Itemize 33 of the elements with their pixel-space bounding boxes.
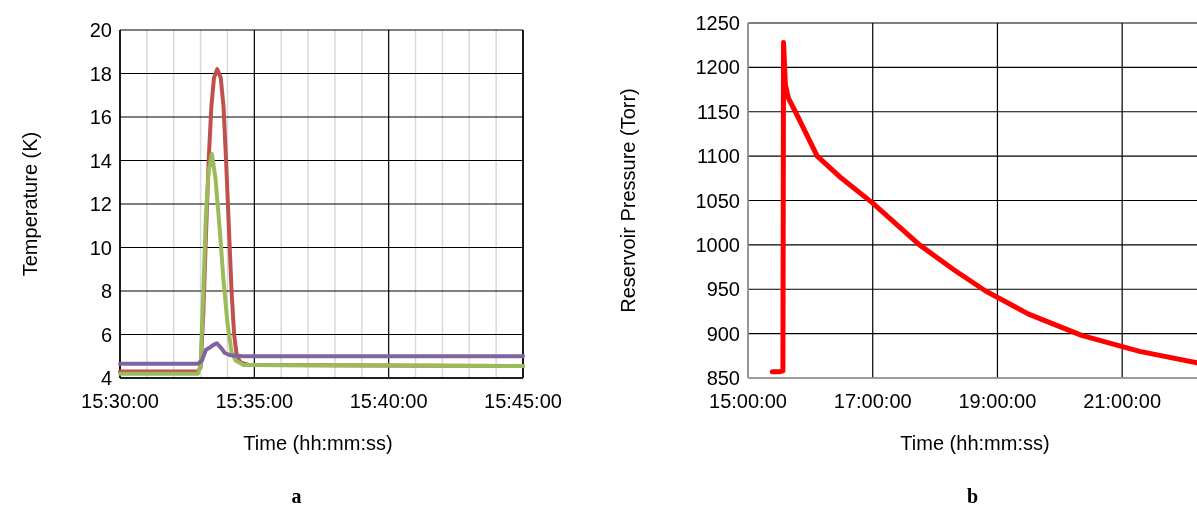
x-tick-label: 15:45:00 bbox=[484, 390, 562, 412]
y-tick-label: 900 bbox=[706, 322, 740, 345]
x-tick-label: 15:30:00 bbox=[81, 390, 159, 412]
y-tick-label: 850 bbox=[706, 367, 740, 389]
y-tick-label: 1100 bbox=[696, 145, 740, 168]
x-axis-title: Time (hh:mm:ss) bbox=[900, 432, 1050, 454]
y-tick-label: 1050 bbox=[695, 189, 740, 212]
y-tick-label: 1200 bbox=[695, 56, 740, 79]
y-tick-label: 16 bbox=[89, 106, 112, 128]
y-tick-label: 20 bbox=[89, 19, 112, 41]
y-tick-label: 6 bbox=[100, 323, 112, 346]
x-axis-title: Time (hh:mm:ss) bbox=[243, 432, 393, 454]
x-tick-label: 21:00:00 bbox=[1083, 390, 1162, 412]
y-tick-label: 950 bbox=[706, 278, 740, 301]
y-tick-label: 10 bbox=[89, 236, 112, 259]
y-tick-label: 8 bbox=[100, 280, 112, 302]
x-tick-label: 15:40:00 bbox=[349, 390, 428, 412]
x-tick-label: 15:00:00 bbox=[709, 390, 787, 412]
x-tick-label: 15:35:00 bbox=[215, 390, 294, 412]
text: a bbox=[291, 485, 302, 506]
y-axis-title: Reservoir Pressure (Torr) bbox=[617, 88, 639, 313]
y-tick-label: 1150 bbox=[696, 100, 740, 123]
y-tick-label: 12 bbox=[89, 193, 112, 215]
x-tick-label: 17:00:00 bbox=[833, 390, 912, 412]
x-tick-label: 19:00:00 bbox=[958, 390, 1037, 412]
y-tick-label: 1250 bbox=[695, 12, 740, 34]
y-tick-label: 14 bbox=[89, 149, 112, 172]
y-tick-label: 1000 bbox=[695, 233, 740, 256]
line-series bbox=[118, 341, 525, 366]
y-tick-label: 4 bbox=[100, 367, 112, 389]
text: b bbox=[966, 485, 979, 506]
y-tick-label: 18 bbox=[89, 62, 112, 85]
y-axis-title: Temperature (K) bbox=[19, 131, 41, 277]
